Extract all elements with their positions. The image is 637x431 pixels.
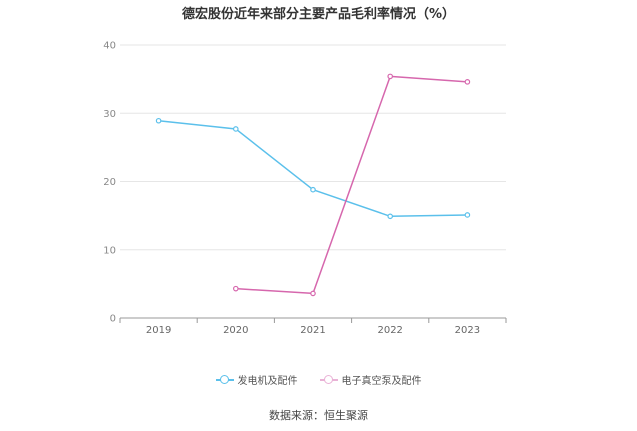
x-tick-label: 2022	[377, 325, 402, 336]
legend-label: 电子真空泵及配件	[341, 376, 422, 387]
legend: 发电机及配件 电子真空泵及配件	[0, 372, 637, 387]
data-point	[310, 290, 316, 297]
source-note: 数据来源：恒生聚源	[269, 409, 368, 422]
x-tick-label: 2023	[455, 325, 480, 336]
y-axis-ticks: 0 10 20 30 40	[103, 41, 116, 325]
grid-lines	[120, 44, 506, 251]
y-tick-label: 40	[103, 41, 116, 52]
x-tick-label: 2019	[146, 325, 171, 336]
series-line-0	[158, 120, 468, 218]
data-point	[310, 186, 316, 193]
x-tick-label: 2021	[300, 325, 325, 336]
series-layer	[155, 73, 471, 297]
legend-item-generator[interactable]: 发电机及配件	[215, 372, 298, 387]
legend-label: 发电机及配件	[237, 376, 298, 387]
legend-marker-icon	[215, 374, 234, 385]
data-point	[387, 73, 394, 80]
data-point	[464, 212, 471, 218]
series-line-1	[235, 75, 468, 295]
data-point	[464, 79, 471, 85]
y-tick-label: 0	[110, 314, 116, 325]
data-point	[387, 213, 394, 220]
chart-title: 德宏股份近年来部分主要产品毛利率情况（%）	[181, 7, 456, 22]
x-axis: 2019 2020 2021 2022 2023	[119, 317, 507, 336]
x-tick-label: 2020	[223, 325, 248, 336]
data-point	[233, 285, 239, 292]
data-point	[233, 126, 239, 132]
y-tick-label: 20	[103, 177, 116, 188]
legend-item-vacuum-pump[interactable]: 电子真空泵及配件	[319, 372, 422, 387]
y-tick-label: 30	[103, 109, 116, 120]
data-point	[155, 117, 162, 124]
y-tick-label: 10	[103, 245, 116, 256]
legend-marker-icon	[319, 374, 338, 385]
